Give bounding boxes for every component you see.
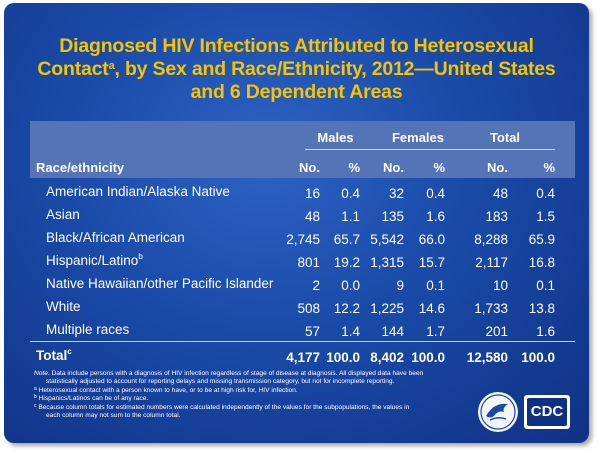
- header-divider: [305, 149, 555, 150]
- cell-males-pct: 0.4: [341, 186, 360, 201]
- subheader-males-no: No.: [299, 160, 320, 175]
- subheader-females-no: No.: [383, 160, 404, 175]
- cell-females-pct: 1.6: [426, 209, 445, 224]
- header-males: Males: [317, 130, 354, 145]
- header-total: Total: [489, 130, 521, 145]
- total-divider: [30, 341, 575, 342]
- title-line-2: Contacta, by Sex and Race/Ethnicity, 201…: [24, 58, 569, 81]
- row-label: American Indian/Alaska Native: [46, 184, 230, 199]
- note-text-continued: statistically adjusted to account for re…: [46, 378, 395, 386]
- cell-females-pct: 1.7: [426, 324, 445, 339]
- cell-total-no: 10: [492, 278, 508, 293]
- row-label: White: [46, 299, 81, 314]
- cell-females-pct: 0.4: [426, 186, 445, 201]
- cell-total-no: 183: [485, 209, 508, 224]
- note-label: Note.: [34, 370, 50, 377]
- slide-background: Diagnosed HIV Infections Attributed to H…: [4, 3, 589, 443]
- cell-females-pct: 66.0: [418, 232, 445, 247]
- cell-total-pct: 0.4: [536, 186, 555, 201]
- cdc-logo-text: CDC: [527, 398, 567, 426]
- total-label: Totalc: [36, 347, 72, 364]
- cell-males-no: 801: [297, 255, 320, 270]
- cell-total-pct: 16.8: [528, 255, 555, 270]
- footnote-a-marker: a: [34, 385, 37, 392]
- footnote-b-marker: b: [34, 394, 37, 401]
- subheader-females-pct: %: [433, 160, 445, 175]
- hhs-eagle-icon: [478, 392, 518, 432]
- cell-males-no: 2,745: [286, 232, 320, 247]
- total-total-no: 12,580: [466, 350, 508, 365]
- footnotes: Note. Data include persons with a diagno…: [34, 370, 459, 420]
- cell-males-no: 2: [312, 278, 320, 293]
- title-line-3: and 6 Dependent Areas: [190, 81, 403, 103]
- footnote-c-text-continued: each column may not sum to the column to…: [46, 412, 181, 420]
- cell-males-no: 508: [297, 301, 320, 316]
- row-label: Native Hawaiian/other Pacific Islander: [46, 276, 274, 291]
- cell-males-pct: 1.1: [341, 209, 360, 224]
- slide-title: Diagnosed HIV Infections Attributed to H…: [24, 35, 569, 104]
- cell-total-pct: 1.5: [536, 209, 555, 224]
- cell-females-no: 135: [381, 209, 404, 224]
- cell-females-no: 32: [388, 186, 404, 201]
- note-text: Data include persons with a diagnosis of…: [49, 370, 424, 377]
- cell-total-no: 48: [492, 186, 508, 201]
- cell-total-no: 2,117: [475, 255, 508, 270]
- cell-males-pct: 12.2: [333, 301, 360, 316]
- row-label: Multiple races: [46, 322, 130, 337]
- cell-females-no: 144: [381, 324, 404, 339]
- cell-total-no: 201: [485, 324, 508, 339]
- subheader-total-pct: %: [543, 160, 555, 175]
- cell-males-pct: 1.4: [341, 324, 360, 339]
- footnote-b-text: Hispanics/Latinos can be of any race.: [38, 395, 149, 403]
- footnote-b: b Hispanics/Latinos can be of any race.: [34, 395, 459, 403]
- cell-females-no: 5,542: [370, 232, 404, 247]
- total-males-no: 4,177: [286, 350, 320, 365]
- title-line-2-end: , by Sex and Race/Ethnicity, 2012—United…: [114, 58, 556, 80]
- subheader-males-pct: %: [348, 160, 360, 175]
- cell-males-no: 57: [304, 324, 320, 339]
- row-label-text: Hispanic/Latino: [46, 253, 139, 268]
- footnote-c: c Because column totals for estimated nu…: [34, 402, 459, 421]
- total-females-no: 8,402: [370, 350, 404, 365]
- total-females-pct: 100.0: [411, 350, 445, 365]
- cell-total-pct: 1.6: [536, 324, 555, 339]
- title-line-1: Diagnosed HIV Infections Attributed to H…: [59, 35, 534, 57]
- title-footnote-marker: a: [108, 60, 115, 72]
- footnote-note: Note. Data include persons with a diagno…: [34, 370, 459, 387]
- footnote-a: a Heterosexual contact with a person kno…: [34, 385, 459, 395]
- cell-total-no: 8,288: [474, 232, 508, 247]
- cell-females-no: 1,315: [370, 255, 404, 270]
- total-footnote-marker: c: [67, 347, 72, 356]
- total-males-pct: 100.0: [326, 350, 360, 365]
- cell-males-pct: 0.0: [341, 278, 360, 293]
- total-label-text: Total: [36, 348, 68, 363]
- cell-females-pct: 0.1: [426, 278, 445, 293]
- header-race-ethnicity: Race/ethnicity: [36, 160, 125, 175]
- cdc-logo: CDC: [524, 395, 570, 429]
- cell-total-pct: 0.1: [536, 278, 555, 293]
- cell-males-no: 16: [304, 186, 320, 201]
- subheader-total-no: No.: [487, 160, 508, 175]
- cell-total-pct: 65.9: [528, 232, 555, 247]
- title-line-2-start: Contact: [37, 58, 109, 80]
- cell-females-no: 1,225: [370, 301, 404, 316]
- cell-females-pct: 14.6: [418, 301, 445, 316]
- cell-males-pct: 19.2: [333, 255, 360, 270]
- footnote-c-text: Because column totals for estimated numb…: [38, 403, 410, 411]
- row-label: Hispanic/Latinob: [46, 252, 143, 269]
- cell-males-no: 48: [304, 209, 320, 224]
- footnote-a-text: Heterosexual contact with a person known…: [38, 386, 298, 394]
- footnote-c-marker: c: [34, 402, 37, 409]
- row-label: Asian: [46, 207, 80, 222]
- row-label: Black/African American: [46, 230, 185, 245]
- cell-total-no: 1,733: [474, 301, 508, 316]
- cell-females-pct: 15.7: [418, 255, 445, 270]
- cell-females-no: 9: [396, 278, 404, 293]
- row-footnote-marker: b: [138, 252, 143, 261]
- cell-males-pct: 65.7: [333, 232, 360, 247]
- cell-total-pct: 13.8: [528, 301, 555, 316]
- total-total-pct: 100.0: [521, 350, 555, 365]
- logo-area: CDC: [474, 386, 582, 438]
- header-females: Females: [391, 130, 445, 145]
